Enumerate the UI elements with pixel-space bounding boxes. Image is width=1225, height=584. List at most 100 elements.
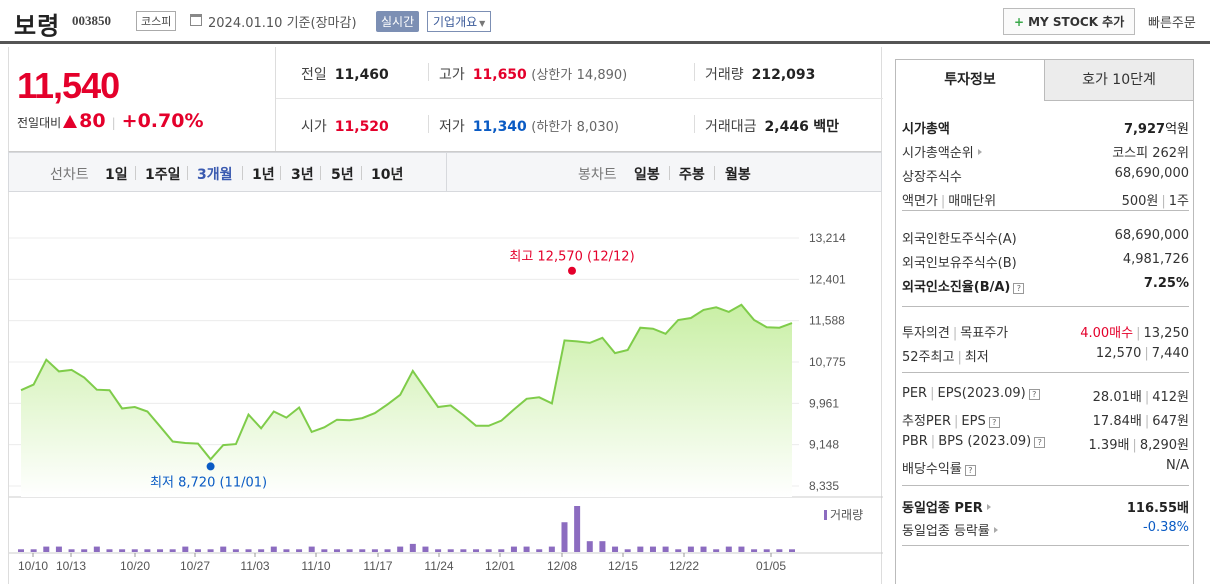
my-stock-add-button[interactable]: + MY STOCK 추가 — [1003, 8, 1136, 35]
price-area — [21, 304, 792, 497]
volume-bar — [296, 549, 303, 552]
tab-investment-info[interactable]: 투자정보 — [895, 59, 1045, 101]
calendar-icon — [190, 14, 202, 26]
volume-bar — [751, 549, 758, 552]
volume-bar — [763, 549, 770, 552]
price-line — [20, 303, 793, 461]
stat-high: 고가 11,650 (상한가 14,890) — [439, 67, 628, 83]
y-tick-label: 11,588 — [809, 314, 845, 328]
volume-bar — [675, 549, 682, 552]
help-icon[interactable]: ? — [1034, 437, 1046, 448]
volume-bar — [333, 549, 340, 552]
quick-order-link[interactable]: 빠른주문 — [1148, 16, 1196, 31]
low-marker — [206, 462, 215, 471]
volume-bar — [384, 549, 391, 552]
volume-bar — [207, 549, 214, 552]
period-3y[interactable]: 3년 — [291, 167, 314, 183]
volume-bar — [662, 546, 669, 552]
date-text: 2024.01.10 기준(장마감) — [208, 16, 357, 31]
stock-code: 003850 — [72, 13, 111, 28]
volume-bar — [789, 549, 795, 552]
realtime-button[interactable]: 실시간 — [376, 11, 420, 32]
tab-orderbook-10[interactable]: 호가 10단계 — [1044, 59, 1194, 101]
volume-bar — [321, 549, 328, 552]
section-opinion: 투자의견 | 목표주가 4.00매수 | 13,250 52주최고 | 최저 12,570 | 7,… — [902, 307, 1189, 373]
volume-bar — [586, 541, 593, 552]
price-stats: 전일 11,460 고가 11,650 (상한가 14,890) 거래량 212,09… — [275, 47, 883, 151]
volume-bar — [270, 546, 277, 552]
volume-bar — [106, 549, 113, 552]
caret-right-icon — [986, 504, 991, 510]
chevron-down-icon: ▼ — [479, 19, 486, 28]
info-row: 동일업종 PER 116.55배 — [902, 501, 1189, 516]
candle-weekly[interactable]: 주봉 — [679, 167, 705, 183]
volume-bar — [447, 549, 454, 552]
volume-bar — [119, 549, 126, 552]
price-chart[interactable]: 13,214 12,401 11,588 10,775 9,961 9,148 8,335 최… — [8, 192, 883, 584]
x-tick-label: 12/22 — [669, 559, 699, 573]
volume-bar — [637, 546, 644, 552]
caret-right-icon — [993, 527, 998, 533]
volume-bar — [346, 549, 353, 552]
volume-legend-label: 거래량 — [830, 508, 863, 522]
volume-bar — [599, 541, 606, 552]
period-10y[interactable]: 10년 — [371, 167, 404, 183]
period-3m[interactable]: 3개월 — [197, 167, 233, 183]
plus-icon: + — [1014, 15, 1025, 29]
volume-bar — [43, 546, 50, 552]
info-row: 외국인보유주식수(B) 4,981,726 — [902, 252, 1189, 271]
volume-bar — [510, 546, 517, 552]
candle-monthly[interactable]: 월봉 — [725, 167, 751, 183]
corp-info-dropdown[interactable]: 기업개요 ▼ — [427, 11, 492, 32]
help-icon[interactable]: ? — [1013, 283, 1025, 294]
volume-bar — [169, 549, 176, 552]
info-row: 액면가 | 매매단위 500원 | 1주 — [902, 194, 1189, 209]
x-tick-label: 11/17 — [363, 559, 392, 573]
section-industry: 동일업종 PER 116.55배 동일업종 등락률 -0.38% — [902, 486, 1189, 546]
info-row: PER | EPS(2023.09)? 28.01배 | 412원 — [902, 386, 1189, 405]
volume-bar — [561, 522, 568, 552]
info-row: 52주최고 | 최저 12,570 | 7,440 — [902, 346, 1189, 365]
candle-daily[interactable]: 일봉 — [634, 167, 660, 183]
volume-bar — [612, 546, 619, 552]
volume-bar — [687, 546, 694, 552]
volume-bar — [308, 546, 315, 552]
period-1d[interactable]: 1일 — [105, 167, 128, 183]
right-panel: 투자정보 호가 10단계 시가총액 7,927억원 시가총액순위 코스피 262위 … — [895, 59, 1194, 584]
volume-bar — [397, 546, 404, 552]
x-tick-label: 11/10 — [301, 559, 330, 573]
y-tick-label: 9,961 — [809, 396, 839, 410]
info-row: 시가총액 7,927억원 — [902, 122, 1189, 137]
y-tick-label: 9,148 — [809, 438, 839, 452]
info-row: 추정PER | EPS? 17.84배 | 647원 — [902, 414, 1189, 429]
volume-bar — [245, 549, 252, 552]
stat-amount: 거래대금 2,446 백만 — [705, 119, 840, 135]
x-tick-label: 12/08 — [547, 559, 577, 573]
volume-bar — [194, 549, 201, 552]
volume-bar — [144, 549, 151, 552]
volume-bar — [68, 549, 75, 552]
volume-bar — [422, 546, 429, 552]
line-chart-label: 선차트 — [50, 167, 89, 183]
stock-header: 보령 003850 코스피 2024.01.10 기준(장마감) 실시간 기업개… — [0, 0, 1210, 44]
volume-bar — [548, 546, 555, 552]
price-summary: 11,540 전일대비 80 | +0.70% 전일 11,460 고가 11,650 (… — [8, 47, 883, 152]
info-row: 투자의견 | 목표주가 4.00매수 | 13,250 — [902, 326, 1189, 341]
x-tick-label: 11/03 — [240, 559, 269, 573]
volume-bar — [409, 543, 416, 552]
period-5y[interactable]: 5년 — [331, 167, 354, 183]
volume-bar — [473, 549, 480, 552]
help-icon[interactable]: ? — [988, 417, 1000, 428]
volume-bar — [371, 549, 378, 552]
high-marker — [568, 266, 576, 275]
volume-bar — [738, 546, 745, 552]
period-1w[interactable]: 1주일 — [145, 167, 181, 183]
help-icon[interactable]: ? — [1028, 389, 1040, 400]
x-tick-label: 10/13 — [56, 559, 86, 573]
period-1y[interactable]: 1년 — [252, 167, 275, 183]
volume-bar — [776, 549, 783, 552]
stat-low: 저가 11,340 (하한가 8,030) — [439, 119, 619, 135]
help-icon[interactable]: ? — [964, 465, 976, 476]
stat-prev: 전일 11,460 — [301, 67, 389, 83]
stock-name: 보령 — [14, 12, 61, 40]
